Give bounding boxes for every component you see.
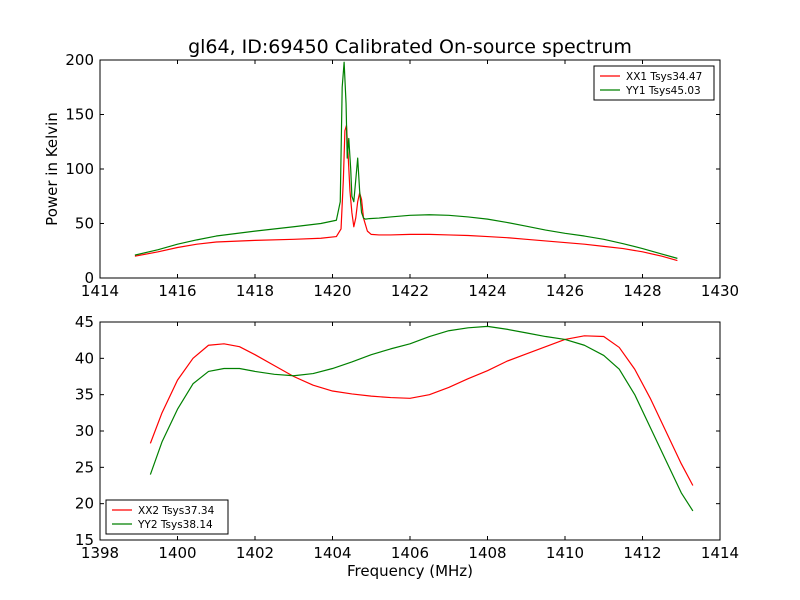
y-tick-label: 200 xyxy=(65,51,94,69)
x-tick-label: 1428 xyxy=(623,282,661,300)
y-tick-label: 25 xyxy=(75,458,94,476)
y-tick-label: 15 xyxy=(75,531,94,549)
x-tick-label: 1402 xyxy=(236,544,274,562)
y-tick-label: 20 xyxy=(75,495,94,513)
x-tick-label: 1398 xyxy=(81,544,119,562)
x-axis-label: Frequency (MHz) xyxy=(347,562,473,580)
x-tick-label: 1408 xyxy=(468,544,506,562)
x-tick-label: 1414 xyxy=(701,544,739,562)
x-tick-label: 1412 xyxy=(623,544,661,562)
series-line-1 xyxy=(134,124,678,262)
bottom-panel: 1398 1400 1402 1404 1406 1408 1410 1412 1414 15 20… xyxy=(75,313,739,580)
x-tick-label: 1426 xyxy=(546,282,584,300)
legend-entry-label: XX2 Tsys37.34 xyxy=(138,505,215,517)
series-line-2 xyxy=(134,61,678,259)
y-tick-label: 100 xyxy=(65,160,94,178)
y-tick-label: 45 xyxy=(75,313,94,331)
legend: XX2 Tsys37.34 YY2 Tsys38.14 xyxy=(105,499,229,535)
chart-title: gl64, ID:69450 Calibrated On-source spec… xyxy=(188,36,632,58)
y-axis-label: Power in Kelvin xyxy=(43,112,61,226)
top-panel: 1414 1416 1418 1420 1422 1424 1426 1428 1430 0 50 1… xyxy=(43,51,739,300)
x-tick-label: 1410 xyxy=(546,544,584,562)
series-group xyxy=(134,61,678,262)
legend: XX1 Tsys34.47 YY1 Tsys45.03 xyxy=(593,65,715,101)
x-tick-label: 1414 xyxy=(81,282,119,300)
x-tick-label: 1400 xyxy=(158,544,196,562)
y-tick-label: 35 xyxy=(75,386,94,404)
x-tick-label: 1406 xyxy=(391,544,429,562)
legend-entry-label: XX1 Tsys34.47 xyxy=(626,71,702,83)
x-tick-label: 1404 xyxy=(313,544,351,562)
x-tick-label: 1420 xyxy=(313,282,351,300)
legend-box xyxy=(105,499,229,535)
y-tick-label: 40 xyxy=(75,349,94,367)
x-tick-label: 1424 xyxy=(468,282,506,300)
series-group xyxy=(149,325,694,512)
y-tick-label: 30 xyxy=(75,422,94,440)
legend-box xyxy=(593,65,715,101)
y-tick-label: 0 xyxy=(84,269,94,287)
x-tick-label: 1430 xyxy=(701,282,739,300)
series-line-2 xyxy=(149,325,694,512)
x-tick-label: 1422 xyxy=(391,282,429,300)
y-tick-label: 50 xyxy=(75,215,94,233)
legend-entry-label: YY2 Tsys38.14 xyxy=(137,519,213,531)
series-line-1 xyxy=(149,335,694,486)
y-tick-label: 150 xyxy=(65,106,94,124)
legend-entry-label: YY1 Tsys45.03 xyxy=(625,85,701,97)
x-tick-label: 1416 xyxy=(158,282,196,300)
x-tick-label: 1418 xyxy=(236,282,274,300)
